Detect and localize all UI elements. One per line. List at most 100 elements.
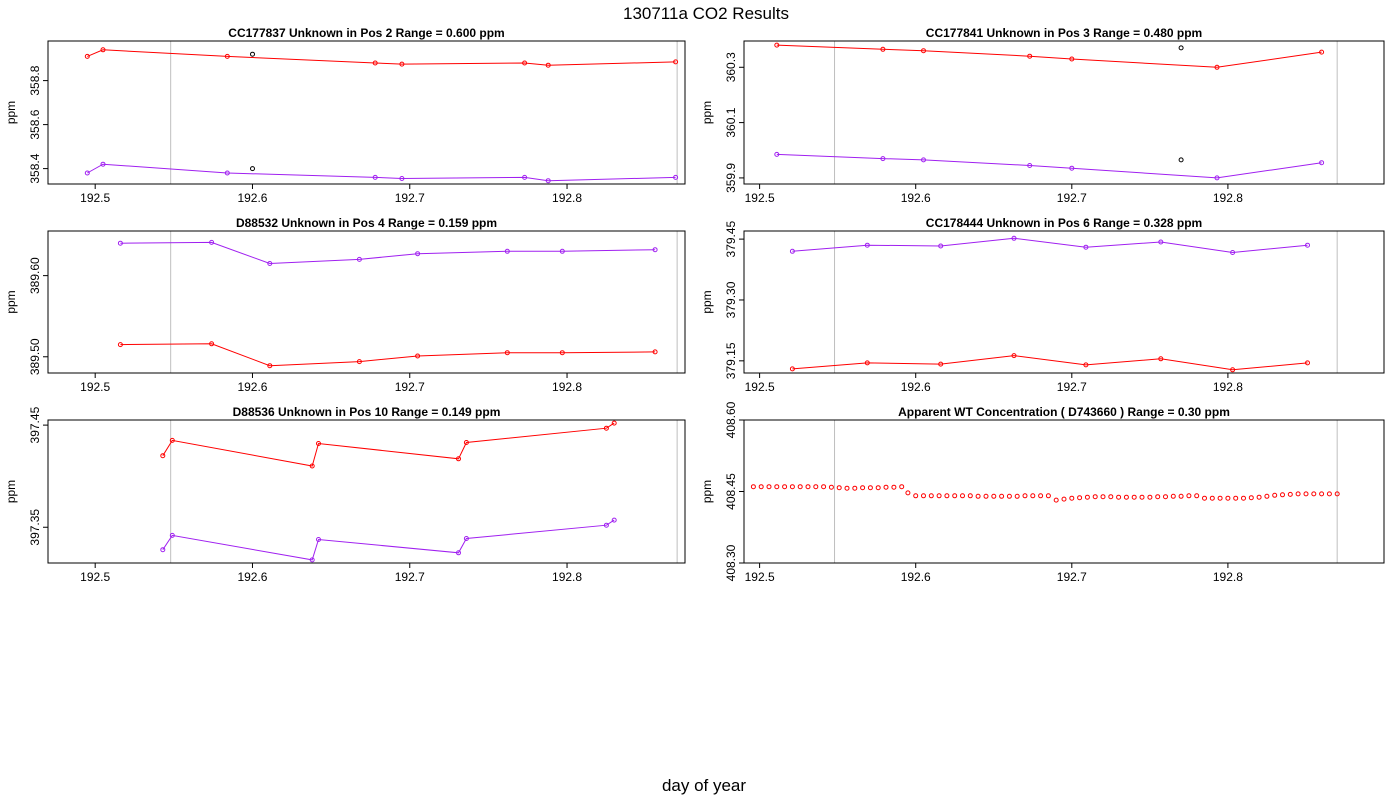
series-line <box>162 519 615 561</box>
data-point <box>522 60 528 66</box>
data-point <box>921 48 926 54</box>
data-point <box>821 484 827 490</box>
y-tick-label: 358.4 <box>28 153 42 183</box>
data-point <box>309 463 315 469</box>
data-point <box>1272 492 1278 498</box>
data-point <box>356 256 362 262</box>
data-series-1 <box>117 239 658 266</box>
data-point <box>1264 493 1270 499</box>
data-point <box>463 440 469 445</box>
data-point <box>758 484 764 490</box>
data-point <box>100 47 106 53</box>
y-tick-label: 379.15 <box>724 342 738 379</box>
data-point <box>1155 494 1161 500</box>
data-point <box>774 42 780 48</box>
data-point <box>603 522 609 528</box>
data-point <box>921 157 926 163</box>
data-point <box>117 240 123 246</box>
data-point <box>805 484 811 490</box>
data-point <box>611 420 617 426</box>
data-point <box>1178 45 1184 51</box>
data-point <box>673 174 679 180</box>
data-point <box>1069 495 1075 501</box>
data-point <box>1319 49 1325 55</box>
data-point <box>603 425 609 431</box>
data-point <box>750 484 756 490</box>
series-line <box>87 163 676 182</box>
data-point <box>1030 493 1036 499</box>
data-point <box>209 341 215 347</box>
data-series-1 <box>160 420 617 469</box>
data-point <box>797 484 803 490</box>
y-tick-label: 389.60 <box>28 257 42 294</box>
panel-grid: CC177837 Unknown in Pos 2 Range = 0.600 … <box>4 26 1385 584</box>
series-line <box>87 49 676 66</box>
data-point <box>867 485 873 491</box>
x-tick-label: 192.8 <box>1213 191 1243 205</box>
data-point <box>209 239 215 245</box>
data-point <box>1092 494 1098 500</box>
data-point <box>652 349 658 355</box>
data-point <box>169 532 175 538</box>
x-tick-label: 192.5 <box>745 570 775 584</box>
data-point <box>267 261 273 266</box>
x-tick-label: 192.7 <box>395 570 425 584</box>
data-point <box>1139 494 1145 500</box>
data-point <box>356 359 362 365</box>
data-point <box>1027 163 1033 168</box>
data-point <box>1319 160 1325 166</box>
data-point <box>938 243 944 249</box>
data-point <box>1084 494 1090 500</box>
data-series-1 <box>750 484 1340 503</box>
data-point <box>1256 494 1262 500</box>
data-point <box>1303 491 1309 497</box>
data-point <box>864 242 870 248</box>
x-tick-label: 192.6 <box>901 191 931 205</box>
figure-title: 130711a CO2 Results <box>623 4 789 23</box>
data-point <box>250 166 255 172</box>
plot-frame <box>743 419 1385 564</box>
data-point <box>928 493 934 499</box>
data-point <box>921 493 926 499</box>
plot-frame <box>47 419 686 564</box>
x-tick-label: 192.5 <box>745 191 775 205</box>
data-point <box>944 493 950 499</box>
data-point <box>1158 239 1164 245</box>
plot-frame <box>47 230 686 374</box>
data-point <box>316 537 321 542</box>
data-point <box>1045 493 1051 499</box>
data-point <box>456 456 461 462</box>
chart-panel-1: CC177837 Unknown in Pos 2 Range = 0.600 … <box>4 26 686 205</box>
data-point <box>905 490 911 496</box>
data-series-1 <box>774 42 1325 70</box>
series-line <box>792 355 1308 371</box>
data-series-2 <box>84 161 679 184</box>
x-tick-label: 192.7 <box>1057 191 1087 205</box>
data-point <box>1123 494 1129 500</box>
data-point <box>789 248 795 254</box>
data-point <box>1083 244 1089 250</box>
y-tick-label: 358.8 <box>28 65 42 95</box>
data-point <box>1214 175 1220 181</box>
x-tick-label: 192.6 <box>237 380 267 394</box>
data-point <box>1077 495 1083 501</box>
data-series-2 <box>789 353 1310 373</box>
data-point <box>1038 493 1044 499</box>
data-series-2 <box>117 341 658 369</box>
series-line <box>162 422 615 467</box>
y-tick-label: 397.35 <box>28 509 42 546</box>
x-tick-label: 192.8 <box>552 191 582 205</box>
data-point <box>1053 497 1059 503</box>
data-point <box>782 484 788 490</box>
data-point <box>774 151 780 157</box>
data-point <box>1311 491 1317 497</box>
data-point <box>883 484 889 490</box>
y-axis-label: ppm <box>700 101 714 124</box>
data-point <box>1022 493 1028 499</box>
data-point <box>1225 495 1231 501</box>
data-point <box>652 247 658 253</box>
data-point <box>399 176 405 181</box>
y-tick-label: 360.1 <box>724 107 738 137</box>
data-point <box>952 493 958 499</box>
chart-panel-5: D88536 Unknown in Pos 10 Range = 0.149 p… <box>4 405 686 584</box>
